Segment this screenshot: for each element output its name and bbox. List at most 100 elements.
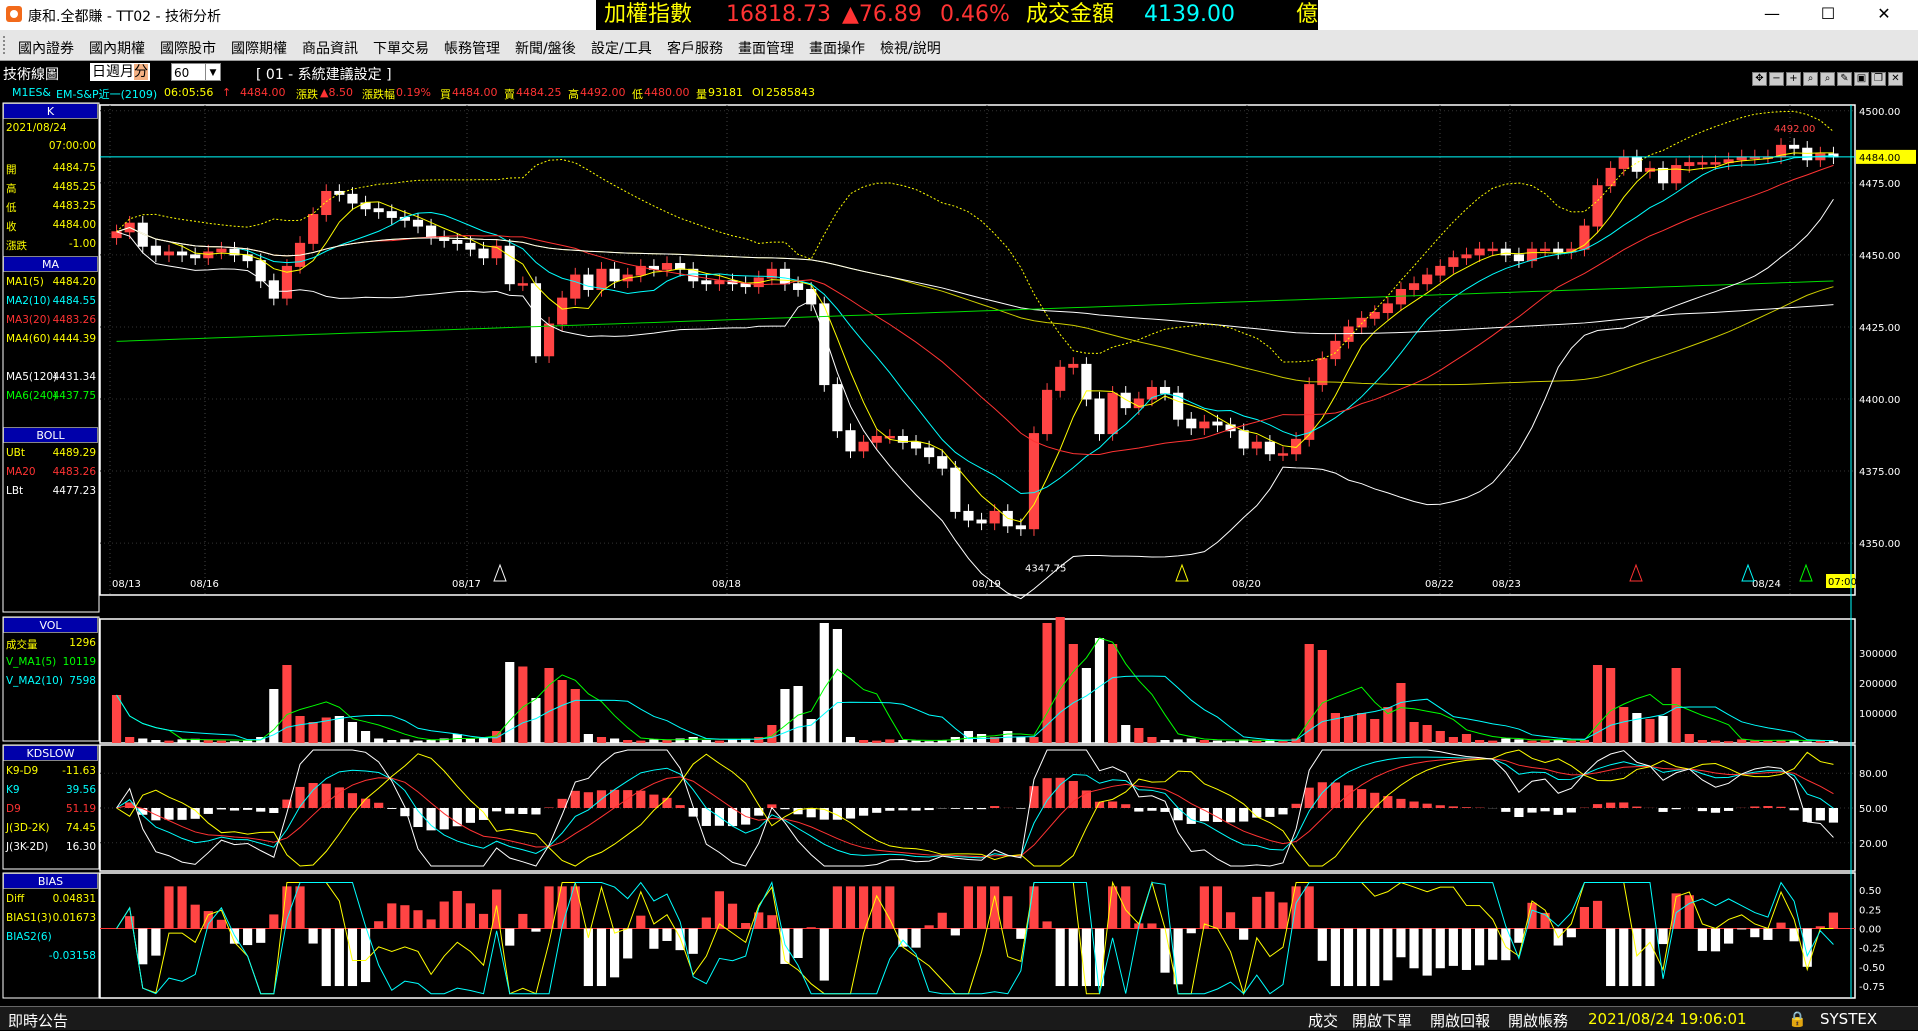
volume-bar <box>859 740 868 743</box>
low-marker-label: 4347.75 <box>1025 564 1066 575</box>
bias-bar <box>793 929 802 958</box>
lock-icon[interactable]: 🔒 <box>1788 1010 1807 1028</box>
bias-bar <box>335 929 344 987</box>
volume-bar <box>1698 740 1707 743</box>
date-axis-label: 08/20 <box>1232 579 1261 590</box>
bias-bar <box>1750 929 1759 938</box>
candle-body <box>1200 422 1209 428</box>
bias-bar <box>558 886 567 928</box>
signal-triangle-icon <box>494 565 506 581</box>
candle-body <box>1685 163 1694 166</box>
kd-diff-bar <box>505 808 514 814</box>
bias-bar <box>544 886 553 928</box>
kd-diff-bar <box>1829 808 1838 823</box>
info-panel-frame <box>3 745 99 869</box>
volume-bar <box>1108 644 1117 743</box>
date-axis-label: 08/24 <box>1752 579 1781 590</box>
volume-bar <box>1790 741 1799 743</box>
candle-body <box>1278 454 1287 456</box>
status-announcement[interactable]: 即時公告 <box>8 1010 68 1031</box>
volume-bar <box>1711 741 1720 743</box>
candle-body <box>1252 442 1261 448</box>
kd-diff-bar <box>911 808 920 811</box>
volume-bar <box>1029 737 1038 743</box>
bias-bar <box>1776 923 1785 929</box>
vol-ma10-line <box>117 676 1834 740</box>
bias-bar <box>1567 929 1576 938</box>
bias-bar <box>1829 913 1838 929</box>
candle-body <box>164 252 173 255</box>
kd-diff-bar <box>676 805 685 808</box>
volume-bar <box>1147 737 1156 743</box>
kd-axis-label: 20.00 <box>1859 839 1888 850</box>
kd-diff-bar <box>295 787 304 808</box>
bias-axis-label: -0.75 <box>1859 982 1885 993</box>
volume-bar <box>1331 713 1340 743</box>
volume-bar <box>505 662 514 743</box>
volume-bar <box>610 739 619 744</box>
bias-bar <box>217 920 226 929</box>
candle-body <box>846 431 855 451</box>
candle-body <box>571 275 580 298</box>
volume-bar <box>1396 683 1405 743</box>
volume-bar <box>623 740 632 743</box>
bias-bar <box>1344 929 1353 987</box>
bias-bar <box>1147 923 1156 928</box>
volume-bar <box>295 716 304 743</box>
kd-diff-bar <box>977 808 986 809</box>
price-axis-label: 4475.00 <box>1859 179 1900 190</box>
volume-bar <box>374 739 383 744</box>
status-fill[interactable]: 成交 <box>1308 1010 1338 1031</box>
bias-bar <box>1645 929 1654 987</box>
bias-bar <box>1658 929 1667 945</box>
bias-bar <box>911 929 920 948</box>
bias-bar <box>322 929 331 987</box>
status-open-account[interactable]: 開啟帳務 <box>1508 1010 1568 1031</box>
candle-body <box>1082 364 1091 399</box>
candle-body <box>1318 359 1327 385</box>
volume-bar <box>413 741 422 743</box>
bias-bar <box>1042 921 1051 928</box>
volume-bar <box>1160 740 1169 743</box>
bias-bar <box>702 918 711 929</box>
volume-bar <box>348 722 357 743</box>
kd-diff-bar <box>348 793 357 808</box>
bias-bar <box>492 889 501 928</box>
candle-body <box>702 281 711 284</box>
volume-bar <box>1554 740 1563 743</box>
price-chart[interactable]: 4500.004475.004450.004425.004400.004375.… <box>0 0 1918 1006</box>
candle-body <box>1160 387 1169 393</box>
candle-body <box>309 215 318 244</box>
kd-diff-bar <box>859 808 868 816</box>
signal-triangle-icon <box>1630 565 1642 581</box>
volume-bar <box>1423 725 1432 743</box>
kd-diff-bar <box>374 803 383 808</box>
candle-body <box>859 442 868 451</box>
bias-bar <box>479 914 488 929</box>
volume-bar <box>1475 740 1484 743</box>
kd-diff-bar <box>1357 789 1366 808</box>
candle-body <box>1213 422 1222 425</box>
volume-bar <box>1750 741 1759 743</box>
vol-axis-label: 200000 <box>1859 679 1897 690</box>
candle-body <box>387 212 396 218</box>
status-bar: 即時公告 成交 開啟下單 開啟回報 開啟帳務 2021/08/24 19:06:… <box>0 1006 1918 1030</box>
bias-bar <box>1423 929 1432 976</box>
candle-body <box>1016 526 1025 529</box>
date-axis-label: 08/22 <box>1425 579 1454 590</box>
vol-ma5-line <box>117 638 1834 741</box>
bias-bar <box>1475 929 1484 966</box>
volume-bar <box>689 737 698 743</box>
volume-bar <box>1593 665 1602 743</box>
bias-bar <box>505 929 514 946</box>
status-open-order[interactable]: 開啟下單 <box>1352 1010 1412 1031</box>
bias-bar <box>807 927 816 928</box>
kd-diff-bar <box>1619 802 1628 808</box>
candle-body <box>1108 393 1117 433</box>
bias-bar <box>872 886 881 928</box>
volume-bar <box>571 689 580 743</box>
kd-diff-bar <box>1776 807 1785 808</box>
status-open-report[interactable]: 開啟回報 <box>1430 1010 1490 1031</box>
volume-bar <box>125 737 134 743</box>
kd-diff-bar <box>1436 805 1445 808</box>
